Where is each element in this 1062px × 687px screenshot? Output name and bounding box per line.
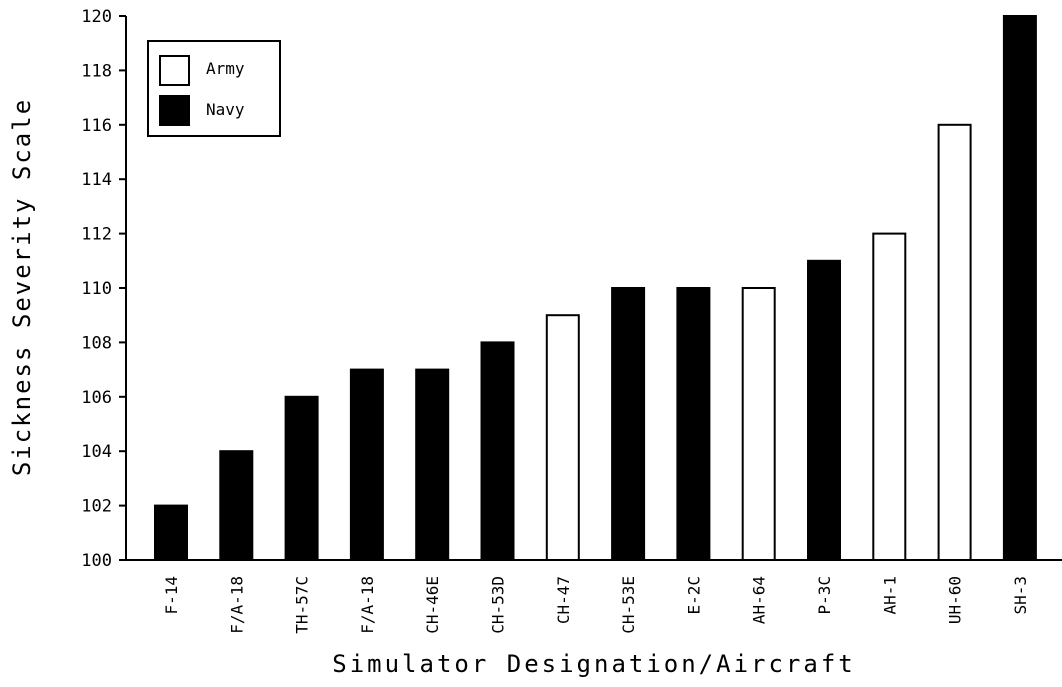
y-axis-title: Sickness Severity Scale: [8, 98, 36, 476]
bar-ah-1-12: [872, 232, 907, 561]
bar-ch-53d-6: [480, 341, 515, 561]
y-tick-label: 106: [81, 388, 112, 408]
x-tick-label: E-2C: [684, 576, 703, 615]
x-tick-label: CH-53D: [489, 576, 508, 634]
x-tick-label: AH-64: [750, 576, 769, 624]
x-axis-title: Simulator Designation/Aircraft: [332, 650, 855, 678]
bar-f-14-1: [154, 504, 188, 562]
bar-th-57c-3: [284, 395, 319, 561]
x-tick-label: F/A-18: [358, 576, 377, 634]
y-tick-label: 100: [81, 551, 112, 571]
y-tick-label: 114: [81, 170, 112, 190]
bar-f-a-18-4: [349, 368, 384, 561]
x-tick-label: F-14: [162, 576, 181, 615]
bar-e-2c-9: [676, 287, 711, 561]
y-tick-label: 118: [81, 61, 112, 81]
legend: Army Navy: [147, 40, 281, 137]
y-tick-label: 110: [81, 279, 112, 299]
bar-f-a-18-2: [219, 450, 254, 562]
x-tick-label: TH-57C: [293, 576, 312, 634]
bar-p-3c-11: [807, 259, 841, 561]
y-tick-label: 116: [81, 116, 112, 136]
legend-swatch-navy: [159, 95, 190, 126]
y-tick-label: 108: [81, 333, 112, 353]
x-tick-label: AH-1: [880, 576, 899, 615]
bar-ch-53e-8: [611, 287, 646, 561]
x-tick-label: P-3C: [815, 576, 834, 615]
x-tick-label: UH-60: [946, 576, 965, 624]
x-tick-label: F/A-18: [227, 576, 246, 634]
x-tick-label: CH-53E: [619, 576, 638, 634]
x-tick-label: CH-47: [554, 576, 573, 624]
x-tick-label: CH-46E: [423, 576, 442, 634]
bar-ch-47-7: [545, 314, 580, 562]
bar-ch-46e-5: [415, 368, 450, 561]
y-ticks: 100 102 104 106 108 110 112 114 116 118 120: [81, 7, 126, 571]
bar-sh-3-14: [1002, 15, 1037, 561]
legend-label-navy: Navy: [206, 100, 245, 119]
y-tick-label: 104: [81, 442, 112, 462]
y-tick-label: 120: [81, 7, 112, 27]
x-tick-label: SH-3: [1011, 576, 1030, 615]
y-tick-label: 102: [81, 497, 112, 517]
bar-uh-60-13: [937, 123, 972, 562]
bar-ah-64-10: [741, 287, 776, 561]
legend-swatch-army: [159, 55, 190, 86]
y-tick-label: 112: [81, 225, 112, 245]
category-labels: F-14 F/A-18 TH-57C F/A-18 CH-46E CH-53D CH-47 C…: [162, 576, 1030, 634]
bars: [154, 15, 1037, 562]
legend-label-army: Army: [206, 59, 245, 78]
